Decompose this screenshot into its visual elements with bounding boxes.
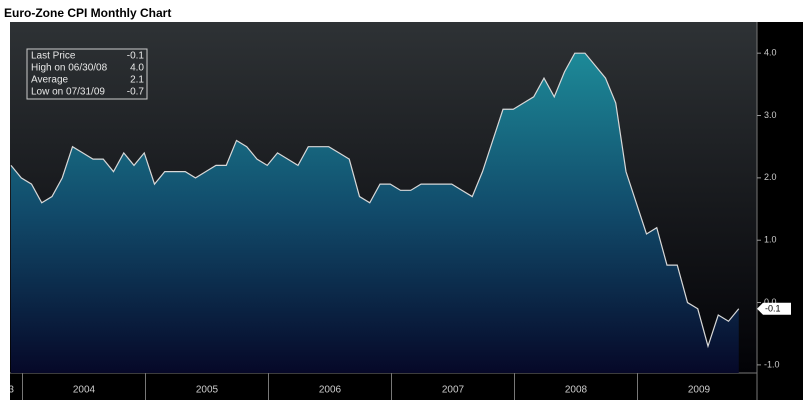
chart-title: Euro-Zone CPI Monthly Chart (4, 6, 172, 20)
x-tick-label: 2008 (565, 385, 588, 396)
line (10, 52, 740, 349)
x-tick-label: 2004 (73, 385, 96, 396)
stat-value: 4.0 (130, 63, 144, 74)
y-axis-panel (757, 22, 803, 400)
stat-label: Last Price (31, 51, 76, 62)
x-tick-label: 2007 (442, 385, 465, 396)
y-tick-label: 3.0 (764, 110, 777, 120)
stat-label: High on 06/30/08 (31, 63, 108, 74)
stat-label: Average (31, 75, 69, 86)
stat-value: -0.1 (127, 51, 145, 62)
y-tick-label: 1.0 (764, 235, 777, 245)
last-value-label: -0.1 (765, 304, 781, 314)
stat-value: 2.1 (130, 75, 144, 86)
x-axis-panel (10, 373, 757, 400)
x-tick-label: 2009 (688, 385, 711, 396)
last-value-tag (757, 302, 791, 315)
y-tick-label: 2.0 (764, 172, 777, 182)
stat-value: -0.7 (127, 87, 145, 98)
stat-label: Low on 07/31/09 (31, 87, 105, 98)
y-tick-label: -1.0 (764, 359, 780, 369)
y-tick-label: 0.0 (764, 297, 777, 307)
area-fill (11, 53, 739, 373)
x-tick-label: 2006 (319, 385, 342, 396)
y-tick-label: 4.0 (764, 48, 777, 58)
legend-box (26, 48, 148, 100)
x-tick-label: 2005 (196, 385, 219, 396)
x-tick-label: 2003 (0, 385, 14, 396)
